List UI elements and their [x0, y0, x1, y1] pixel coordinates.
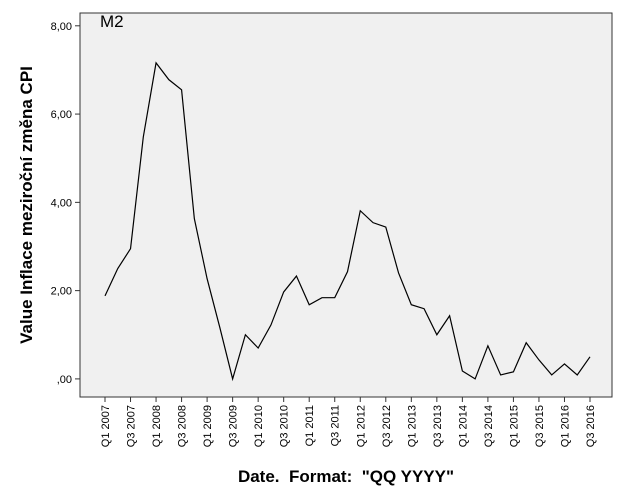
- y-tick-label: 4,00: [51, 197, 72, 209]
- x-tick-label: Q3 2011: [330, 405, 342, 446]
- x-tick-label: Q3 2012: [381, 405, 393, 447]
- y-tick-label: 8,00: [51, 21, 72, 33]
- x-axis-label: Date. Format: "QQ YYYY": [238, 467, 454, 486]
- x-tick-label: Q1 2009: [202, 405, 214, 447]
- line: [104, 61, 591, 382]
- y-tick-label: 6,00: [51, 109, 72, 121]
- y-tick-label: 2,00: [51, 286, 72, 298]
- x-tick-label: Q1 2014: [457, 405, 469, 447]
- x-tick-label: Q1 2011: [304, 405, 316, 446]
- x-tick-label: Q3 2013: [432, 405, 444, 447]
- annotation: M2: [100, 12, 124, 31]
- x-tick-label: Q1 2013: [406, 405, 418, 447]
- x-tick-label: Q1 2015: [508, 405, 520, 447]
- plot-area: [79, 12, 613, 398]
- x-tick-label: Q3 2007: [126, 405, 138, 447]
- x-tick-label: Q1 2010: [253, 405, 265, 447]
- x-tick-label: Q3 2009: [228, 405, 240, 447]
- x-tick-label: Q3 2014: [483, 405, 495, 447]
- x-tick-label: Q1 2012: [355, 405, 367, 447]
- x-tick-label: Q1 2016: [559, 405, 571, 447]
- y-axis-label: Value Inflace meziroční změna CPI: [17, 66, 36, 344]
- x-tick-label: Q1 2007: [100, 405, 112, 447]
- x-tick-label: Q3 2010: [279, 405, 291, 447]
- x-tick-label: Q3 2016: [585, 405, 597, 447]
- x-tick-label: Q3 2015: [534, 405, 546, 447]
- x-tick-label: Q3 2008: [177, 405, 189, 447]
- x-tick-label: Q1 2008: [151, 405, 163, 447]
- y-tick-label: ,00: [57, 374, 72, 386]
